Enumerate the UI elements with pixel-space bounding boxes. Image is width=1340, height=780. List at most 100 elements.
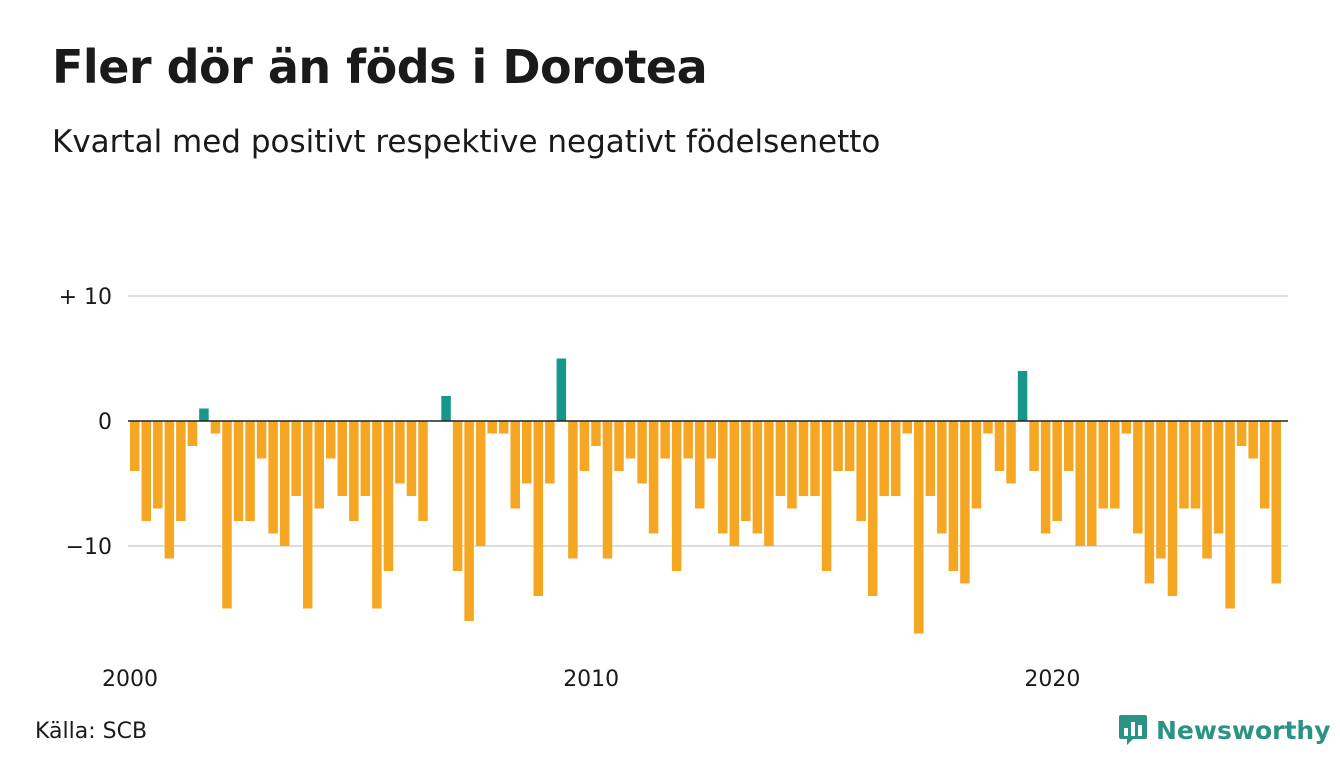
bar	[533, 421, 544, 596]
bar	[718, 421, 728, 534]
bar	[245, 421, 255, 521]
bar	[406, 421, 417, 496]
bar	[1271, 421, 1281, 584]
bar	[937, 421, 947, 534]
bar	[856, 421, 866, 521]
x-tick-label: 2000	[102, 667, 158, 692]
bar	[383, 421, 394, 571]
bar	[902, 421, 913, 434]
bar	[164, 421, 175, 559]
bar	[960, 421, 970, 584]
bar	[487, 421, 497, 434]
bar	[545, 421, 555, 484]
bar	[625, 421, 636, 459]
bar	[948, 421, 959, 571]
bar	[395, 421, 405, 484]
chart-title: Fler dör än föds i Dorotea	[52, 40, 708, 94]
bar	[775, 421, 786, 496]
bar	[187, 421, 198, 446]
bar	[637, 421, 647, 484]
bar	[844, 421, 855, 471]
bar	[694, 421, 705, 509]
bar	[1190, 421, 1201, 509]
bar	[1040, 421, 1051, 534]
bar	[1248, 421, 1258, 459]
bar	[579, 421, 590, 471]
bar	[983, 421, 993, 434]
bar	[1259, 421, 1270, 509]
bar	[199, 408, 209, 421]
bar	[464, 421, 474, 621]
bar	[741, 421, 751, 521]
bar	[210, 421, 221, 434]
bar	[1098, 421, 1109, 509]
bar	[602, 421, 613, 559]
bar	[141, 421, 152, 521]
bar	[706, 421, 716, 459]
bar	[821, 421, 832, 571]
bar	[1075, 421, 1085, 546]
bar	[867, 421, 878, 596]
bar	[475, 421, 486, 546]
y-tick-label: −10	[66, 535, 112, 560]
y-tick-label: + 10	[59, 285, 112, 310]
bar	[660, 421, 670, 459]
bar	[648, 421, 659, 534]
bar	[1236, 421, 1247, 446]
bar	[833, 421, 843, 471]
bar	[556, 358, 567, 421]
bar	[925, 421, 936, 496]
bar	[337, 421, 348, 496]
bar	[441, 396, 451, 421]
bar	[1063, 421, 1074, 471]
bar	[130, 421, 140, 471]
bar	[764, 421, 774, 546]
bar	[614, 421, 624, 471]
bar	[222, 421, 232, 609]
bar	[890, 421, 901, 496]
bar	[153, 421, 163, 509]
bar	[994, 421, 1005, 471]
bar	[1144, 421, 1155, 584]
bar	[568, 421, 578, 559]
bar	[1156, 421, 1166, 559]
bar	[452, 421, 463, 571]
brand-name: Newsworthy	[1156, 715, 1331, 745]
bar	[971, 421, 982, 509]
bar	[510, 421, 520, 509]
bar	[256, 421, 267, 459]
bar	[326, 421, 336, 459]
bar	[1167, 421, 1178, 596]
bar	[810, 421, 820, 496]
bar	[1179, 421, 1189, 509]
bar	[233, 421, 244, 521]
tick-labels: + 10 0 −10 2000 2010 2020	[59, 285, 1081, 692]
x-tick-label: 2010	[563, 667, 619, 692]
bar	[360, 421, 371, 496]
bar	[798, 421, 809, 496]
bar-chart-speech-bubble-icon	[1119, 715, 1147, 745]
source-note: Källa: SCB	[35, 719, 148, 744]
bar	[787, 421, 797, 509]
bar	[1202, 421, 1212, 559]
bar	[752, 421, 763, 534]
bar	[1029, 421, 1039, 471]
bar	[1225, 421, 1235, 609]
bar	[1133, 421, 1143, 534]
bar	[498, 421, 509, 434]
bar	[879, 421, 889, 496]
bar	[176, 421, 186, 521]
bar	[1006, 421, 1016, 484]
bar-chart: + 10 0 −10 2000 2010 2020	[59, 285, 1288, 692]
bar	[279, 421, 290, 546]
bar	[1052, 421, 1062, 521]
bar	[1017, 371, 1028, 421]
x-tick-label: 2020	[1024, 667, 1080, 692]
brand-logo: Newsworthy	[1118, 712, 1331, 748]
bars	[130, 358, 1281, 634]
bar	[291, 421, 301, 496]
bar	[418, 421, 428, 521]
bar	[349, 421, 359, 521]
bar	[522, 421, 532, 484]
bar	[729, 421, 740, 546]
